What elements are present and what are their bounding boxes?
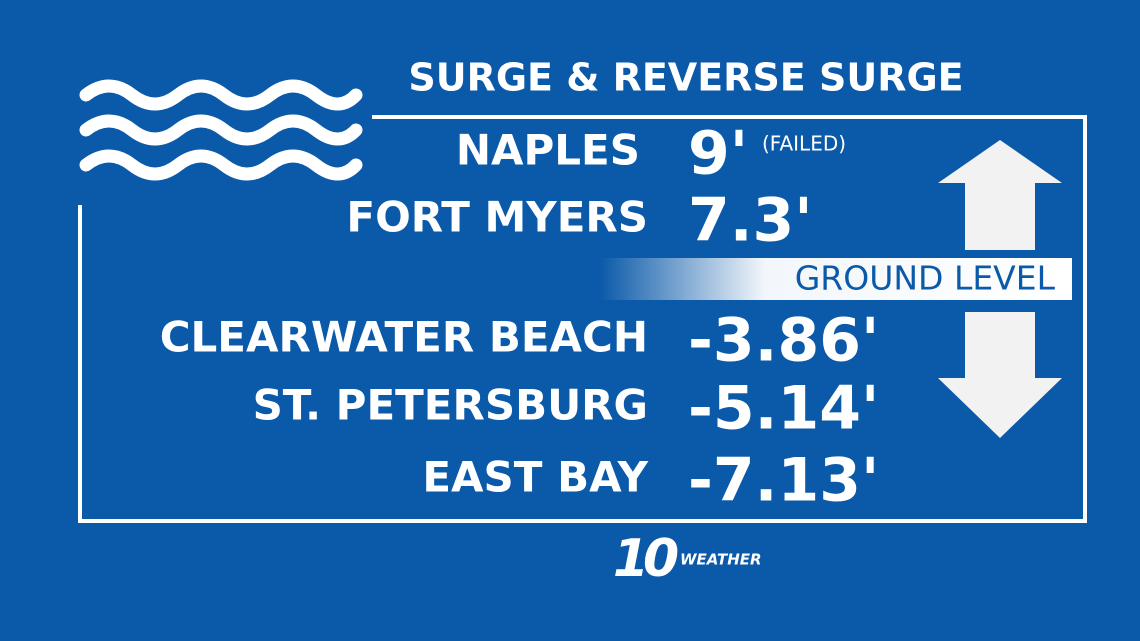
surge-value: -7.13' [688, 446, 879, 516]
down-arrow [938, 312, 1062, 438]
surge-note: (FAILED) [762, 132, 846, 156]
surge-value: 9' [688, 119, 748, 189]
logo-number: 10 [613, 529, 678, 589]
surge-value: -5.14' [688, 374, 879, 444]
location-name: EAST BAY [422, 453, 648, 502]
title: SURGE & REVERSE SURGE [408, 56, 963, 100]
waves-icon [79, 79, 363, 181]
location-name: FORT MYERS [346, 193, 648, 242]
location-name: NAPLES [456, 126, 640, 175]
ground-level-label: GROUND LEVEL [795, 259, 1056, 298]
up-arrow [938, 140, 1062, 250]
surge-value: 7.3' [688, 186, 813, 256]
ground-level-bar [600, 258, 1072, 300]
frame [78, 115, 1087, 523]
surge-value: -3.86' [688, 306, 879, 376]
location-name: ST. PETERSBURG [253, 381, 648, 430]
location-name: CLEARWATER BEACH [160, 313, 648, 362]
logo-text: WEATHER [680, 551, 762, 569]
